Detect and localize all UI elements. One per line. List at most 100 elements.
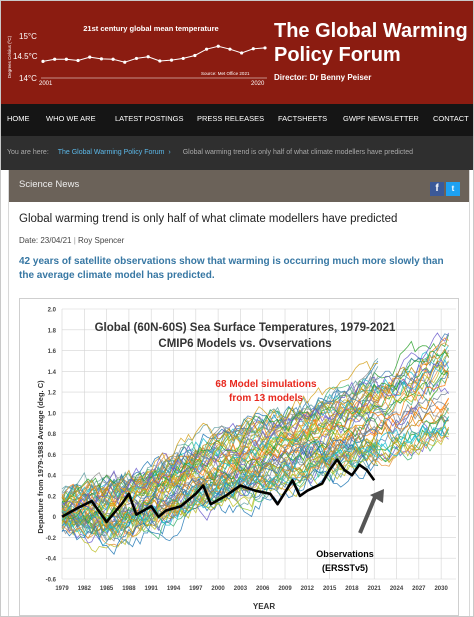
x-tick-label: 2006 bbox=[256, 586, 270, 592]
observations-label-line-1: Observations bbox=[316, 549, 374, 559]
header-temperature-point bbox=[240, 51, 244, 55]
y-tick-label: 0.2 bbox=[48, 494, 57, 500]
model-simulation-line bbox=[61, 416, 379, 526]
header-ytick-15: 15°C bbox=[19, 32, 37, 41]
x-tick-label: 2015 bbox=[323, 586, 337, 592]
x-tick-label: 1994 bbox=[167, 586, 181, 592]
model-simulation-line bbox=[61, 348, 449, 505]
y-tick-label: -0.4 bbox=[46, 557, 57, 563]
x-tick-label: 1988 bbox=[122, 586, 136, 592]
observations-line bbox=[61, 458, 376, 524]
x-tick-label: 2027 bbox=[412, 586, 426, 592]
y-tick-label: 0.8 bbox=[48, 432, 57, 438]
y-tick-label: 0.4 bbox=[48, 474, 57, 480]
model-simulation-line bbox=[61, 415, 449, 533]
section-bar: Science News f t bbox=[9, 170, 469, 202]
chart-ylabel: Departure from 1979-1983 Average (deg. C… bbox=[36, 380, 45, 534]
y-tick-labels: 2.0 1.8 1.6 1.4 1.2 1.0 0.8 0.6 0.4 0.2 0 -0.2 -0.4 -… bbox=[46, 308, 57, 584]
model-simulation-line bbox=[61, 372, 449, 515]
facebook-share-icon[interactable]: f bbox=[430, 182, 444, 196]
header-temperature-point bbox=[193, 53, 197, 58]
header-temperature-point bbox=[53, 57, 57, 61]
header-temperature-point bbox=[123, 60, 127, 64]
chart-subtitle: CMIP6 Models vs. Ovservations bbox=[158, 338, 331, 350]
breadcrumb: You are here: The Global Warming Policy … bbox=[1, 136, 473, 170]
header-temperature-point bbox=[251, 47, 255, 51]
header-temperature-point bbox=[146, 55, 150, 59]
model-label-line-2: from 13 models bbox=[229, 393, 303, 404]
observations-arrow-line bbox=[358, 496, 377, 534]
twitter-share-icon[interactable]: t bbox=[446, 182, 460, 196]
model-simulation-line bbox=[61, 412, 449, 540]
y-tick-label: 0 bbox=[53, 515, 57, 521]
model-simulation-line bbox=[61, 360, 378, 504]
site-header: 21st century global mean temperature Deg… bbox=[1, 1, 473, 104]
article-author: Roy Spencer bbox=[78, 236, 125, 245]
nav-item-who-we-are[interactable]: WHO WE ARE bbox=[46, 114, 96, 123]
header-ytick-14-5: 14.5°C bbox=[13, 52, 38, 61]
model-simulation-line bbox=[61, 353, 449, 514]
model-label-line-1: 68 Model simulations bbox=[215, 379, 317, 390]
x-tick-label: 2012 bbox=[301, 586, 315, 592]
nav-item-press-releases[interactable]: PRESS RELEASES bbox=[197, 114, 265, 123]
y-tick-label: -0.2 bbox=[46, 536, 57, 542]
model-simulation-line bbox=[61, 358, 449, 512]
nav-item-contact[interactable]: CONTACT bbox=[433, 114, 469, 123]
nav-item-home[interactable]: HOME bbox=[7, 114, 30, 123]
y-tick-label: 1.0 bbox=[48, 411, 57, 417]
header-x-end: 2020 bbox=[251, 81, 265, 87]
header-temperature-point bbox=[204, 47, 209, 51]
sst-chart: 2.0 1.8 1.6 1.4 1.2 1.0 0.8 0.6 0.4 0.2 0 -0.2 -0.4 -… bbox=[20, 299, 458, 615]
article-lede: 42 years of satellite observations show … bbox=[19, 256, 444, 281]
header-temperature-point bbox=[111, 57, 115, 61]
nav-item-factsheets[interactable]: FACTSHEETS bbox=[278, 114, 328, 123]
model-simulation-line bbox=[61, 428, 379, 531]
header-temperature-point bbox=[169, 58, 174, 62]
article-container: Science News f t Global warming trend is… bbox=[8, 170, 470, 616]
header-ytick-14: 14°C bbox=[19, 74, 37, 83]
model-simulation-line bbox=[61, 398, 449, 531]
breadcrumb-current: Global warming trend is only half of wha… bbox=[182, 149, 414, 156]
header-temperature-point bbox=[263, 46, 267, 50]
x-tick-label: 1997 bbox=[189, 586, 203, 592]
x-tick-label: 1985 bbox=[100, 586, 114, 592]
model-simulation-line bbox=[61, 446, 379, 541]
header-temperature-point bbox=[158, 59, 162, 63]
x-tick-label: 1991 bbox=[145, 586, 159, 592]
model-simulation-line bbox=[61, 426, 449, 540]
x-tick-label: 2003 bbox=[234, 586, 248, 592]
header-temperature-chart: 21st century global mean temperature Deg… bbox=[7, 24, 267, 87]
director-credit: Director: Dr Benny Peiser bbox=[274, 73, 372, 82]
header-chart-title: 21st century global mean temperature bbox=[83, 24, 218, 33]
header-temperature-line bbox=[42, 45, 266, 63]
article-meta: Date: 23/04/21 | Roy Spencer bbox=[19, 236, 125, 245]
header-chart-source: Source: Met Office 2021 bbox=[201, 71, 250, 76]
model-simulation-line bbox=[61, 424, 449, 553]
article-figure: 2.0 1.8 1.6 1.4 1.2 1.0 0.8 0.6 0.4 0.2 0 -0.2 -0.4 -… bbox=[19, 298, 459, 616]
section-label[interactable]: Science News bbox=[19, 179, 80, 190]
y-tick-label: 1.2 bbox=[48, 391, 57, 397]
header-temperature-point bbox=[99, 57, 104, 61]
header-temperature-point bbox=[134, 56, 139, 61]
nav-item-gwpf-newsletter[interactable]: GWPF NEWSLETTER bbox=[343, 114, 419, 123]
x-tick-label: 1982 bbox=[78, 586, 92, 592]
x-tick-label: 2000 bbox=[211, 586, 225, 592]
breadcrumb-separator: › bbox=[168, 149, 171, 156]
model-simulations bbox=[61, 332, 449, 555]
header-temperature-point bbox=[181, 56, 185, 61]
header-temperature-point bbox=[64, 57, 68, 61]
site-title[interactable]: The Global Warming Policy Forum bbox=[274, 19, 473, 67]
x-tick-label: 2021 bbox=[368, 586, 382, 592]
nav-item-latest-postings[interactable]: LATEST POSTINGS bbox=[115, 114, 184, 123]
breadcrumb-home-link[interactable]: The Global Warming Policy Forum bbox=[57, 149, 165, 156]
header-chart-ylabel: Degrees Celsius (ºC) bbox=[7, 35, 12, 78]
y-tick-label: -0.6 bbox=[46, 578, 57, 584]
x-tick-label: 2009 bbox=[278, 586, 292, 592]
article-title: Global warming trend is only half of wha… bbox=[19, 213, 398, 225]
header-temperature-point bbox=[76, 58, 80, 63]
main-nav: HOME WHO WE ARE LATEST POSTINGS PRESS RE… bbox=[1, 104, 473, 136]
model-simulation-line bbox=[61, 416, 449, 533]
observations-series bbox=[61, 458, 376, 524]
site-title-line-1: The Global Warming bbox=[274, 20, 468, 42]
